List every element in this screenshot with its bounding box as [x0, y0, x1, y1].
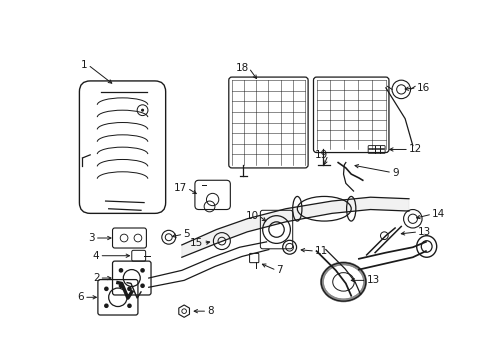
Circle shape: [104, 287, 109, 291]
Circle shape: [127, 287, 132, 291]
Circle shape: [140, 268, 145, 273]
Text: 16: 16: [416, 83, 430, 93]
Text: 12: 12: [409, 144, 422, 154]
Text: 15: 15: [190, 238, 203, 248]
Circle shape: [119, 268, 123, 273]
Text: 1: 1: [81, 60, 88, 70]
Text: 17: 17: [174, 183, 187, 193]
Text: 6: 6: [77, 292, 84, 302]
Text: 19: 19: [315, 150, 328, 160]
Text: 9: 9: [392, 167, 399, 177]
Circle shape: [140, 283, 145, 288]
Text: 2: 2: [93, 273, 99, 283]
Text: 14: 14: [432, 209, 445, 219]
Circle shape: [127, 303, 132, 308]
Circle shape: [119, 283, 123, 288]
Text: 7: 7: [276, 265, 283, 275]
Circle shape: [104, 303, 109, 308]
Text: 18: 18: [236, 63, 249, 73]
Text: 10: 10: [245, 211, 259, 221]
Text: 5: 5: [183, 229, 190, 239]
Polygon shape: [182, 197, 409, 257]
Text: 13: 13: [418, 227, 432, 237]
Text: 3: 3: [88, 233, 95, 243]
Circle shape: [141, 109, 144, 112]
Text: 11: 11: [315, 246, 328, 256]
Text: 8: 8: [207, 306, 214, 316]
Text: 4: 4: [93, 251, 99, 261]
Text: 13: 13: [367, 275, 380, 285]
